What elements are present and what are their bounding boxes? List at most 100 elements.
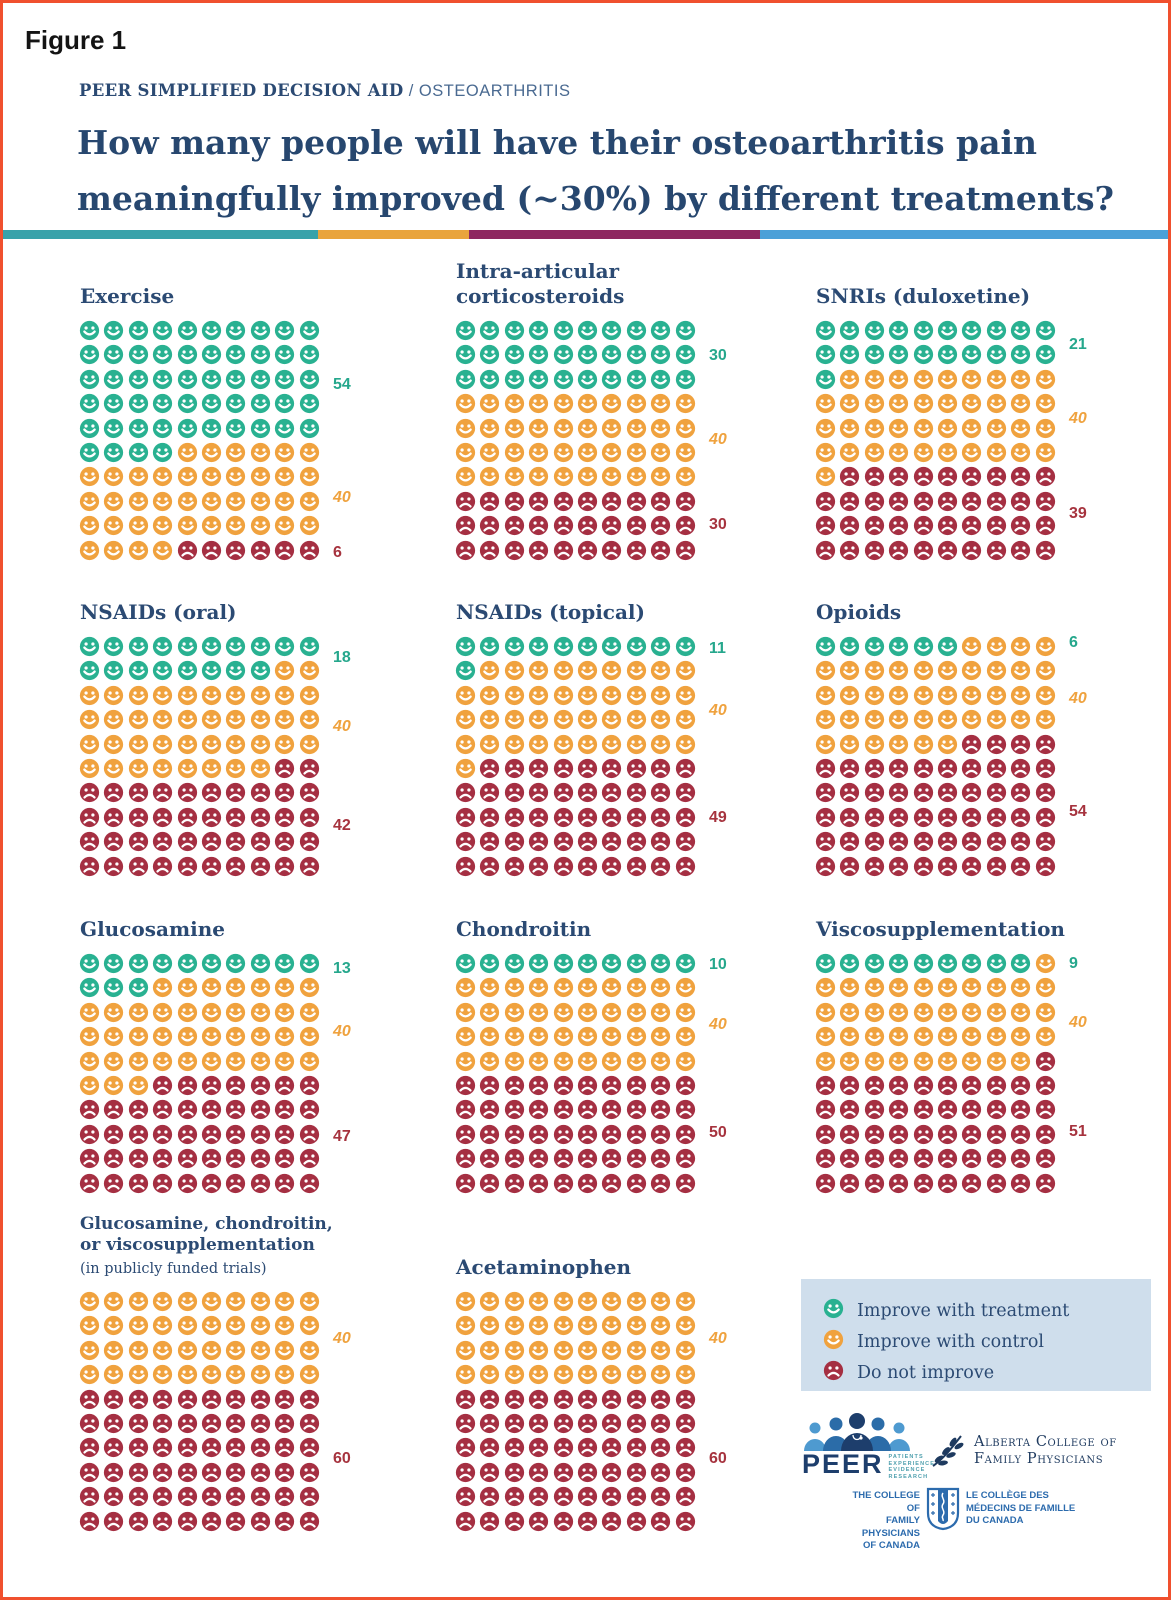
face-sad-icon [864, 832, 884, 852]
face-sad-icon [480, 540, 500, 560]
face-cell-improve_with_control [103, 1315, 124, 1336]
face-cell-improve_with_control [675, 660, 696, 681]
face-happy-icon [529, 394, 549, 414]
face-cell-do_not_improve [864, 1124, 885, 1145]
face-cell-do_not_improve [177, 1173, 198, 1194]
face-cell-improve_with_control [152, 734, 173, 755]
face-sad-icon [504, 491, 524, 511]
face-cell-do_not_improve [815, 831, 836, 852]
face-cell-improve_with_control [152, 1315, 173, 1336]
face-sad-icon [864, 807, 884, 827]
face-cell-improve_with_control [152, 1051, 173, 1072]
face-cell-do_not_improve [601, 1511, 622, 1532]
face-cell-improve_with_treatment [528, 636, 549, 657]
face-happy-icon [250, 953, 270, 974]
face-cell-do_not_improve [299, 1511, 320, 1532]
face-happy-icon [153, 1051, 173, 1071]
face-happy-icon [177, 734, 197, 754]
face-sad-icon [504, 1413, 524, 1434]
face-happy-icon [128, 758, 148, 779]
face-happy-icon [815, 320, 836, 341]
face-happy-icon [577, 442, 598, 463]
face-cell-do_not_improve [913, 491, 934, 512]
face-happy-icon [889, 1002, 909, 1022]
face-sad-icon [275, 540, 295, 560]
face-cell-do_not_improve [888, 782, 909, 803]
face-cell-do_not_improve [937, 807, 958, 828]
face-sad-icon [553, 1462, 573, 1482]
face-happy-icon [1035, 1027, 1055, 1047]
face-cell-improve_with_control [103, 1051, 124, 1072]
face-sad-icon [104, 1413, 124, 1434]
face-happy-icon [299, 1027, 319, 1047]
face-sad-icon [986, 1124, 1006, 1144]
face-sad-icon [480, 1389, 500, 1409]
face-cell-improve_with_treatment [128, 418, 149, 439]
face-cell-improve_with_control [626, 393, 647, 414]
face-sad-icon [602, 1462, 622, 1482]
face-cell-improve_with_treatment [577, 344, 598, 365]
face-cell-do_not_improve [913, 1099, 934, 1120]
face-cell-improve_with_treatment [577, 636, 598, 657]
face-cell-do_not_improve [650, 782, 671, 803]
face-sad-icon [553, 758, 573, 779]
face-cell-improve_with_control [839, 734, 860, 755]
face-cell-improve_with_control [601, 1291, 622, 1312]
face-happy-icon [577, 320, 598, 341]
face-sad-icon [626, 1389, 646, 1409]
face-cell-do_not_improve [528, 831, 549, 852]
face-cell-improve_with_control [479, 709, 500, 730]
face-cell-improve_with_treatment [128, 636, 149, 657]
face-cell-do_not_improve [937, 515, 958, 536]
face-cell-improve_with_control [250, 977, 271, 998]
face-cell-improve_with_treatment [152, 418, 173, 439]
face-cell-do_not_improve [913, 1075, 934, 1096]
face-sad-icon [1011, 1173, 1031, 1193]
face-cell-do_not_improve [961, 856, 982, 877]
face-cell-improve_with_control [177, 1315, 198, 1336]
face-cell-improve_with_control [913, 442, 934, 463]
face-happy-icon [815, 418, 836, 438]
face-cell-improve_with_control [455, 1051, 476, 1072]
face-happy-icon [480, 369, 500, 389]
face-happy-icon [104, 636, 124, 657]
face-cell-do_not_improve [455, 1413, 476, 1434]
chart-subtitle: (in publicly funded trials) [80, 1261, 267, 1277]
legend-face-icon [823, 1329, 844, 1354]
face-cell-improve_with_control [650, 1340, 671, 1361]
face-sad-icon [79, 1487, 100, 1507]
face-cell-improve_with_control [913, 1002, 934, 1023]
face-cell-do_not_improve [274, 1075, 295, 1096]
face-cell-do_not_improve [601, 807, 622, 828]
face-cell-improve_with_control [299, 491, 320, 512]
face-cell-do_not_improve [504, 1413, 525, 1434]
face-cell-improve_with_control [250, 1026, 271, 1047]
face-sad-icon [986, 758, 1006, 779]
face-happy-icon [1011, 320, 1031, 341]
face-happy-icon [864, 1027, 884, 1047]
face-cell-do_not_improve [601, 1413, 622, 1434]
face-cell-improve_with_control [528, 1002, 549, 1023]
waffle-grid [79, 1291, 320, 1532]
face-happy-icon [153, 394, 173, 414]
face-sad-icon [840, 1149, 860, 1169]
face-cell-do_not_improve [128, 807, 149, 828]
face-cell-improve_with_control [504, 1026, 525, 1047]
face-happy-icon [177, 1340, 197, 1360]
face-cell-improve_with_control [274, 1051, 295, 1072]
face-happy-icon [104, 1340, 124, 1360]
face-cell-improve_with_control [479, 1340, 500, 1361]
face-happy-icon [128, 710, 148, 730]
face-cell-improve_with_control [250, 1364, 271, 1385]
face-happy-icon [250, 320, 270, 341]
face-cell-do_not_improve [913, 466, 934, 487]
face-cell-improve_with_control [225, 1051, 246, 1072]
face-cell-do_not_improve [864, 1075, 885, 1096]
face-happy-icon [480, 467, 500, 487]
face-sad-icon [962, 491, 982, 511]
face-happy-icon [937, 320, 958, 341]
face-cell-do_not_improve [815, 758, 836, 779]
face-happy-icon [201, 516, 222, 536]
face-sad-icon [529, 1075, 549, 1096]
